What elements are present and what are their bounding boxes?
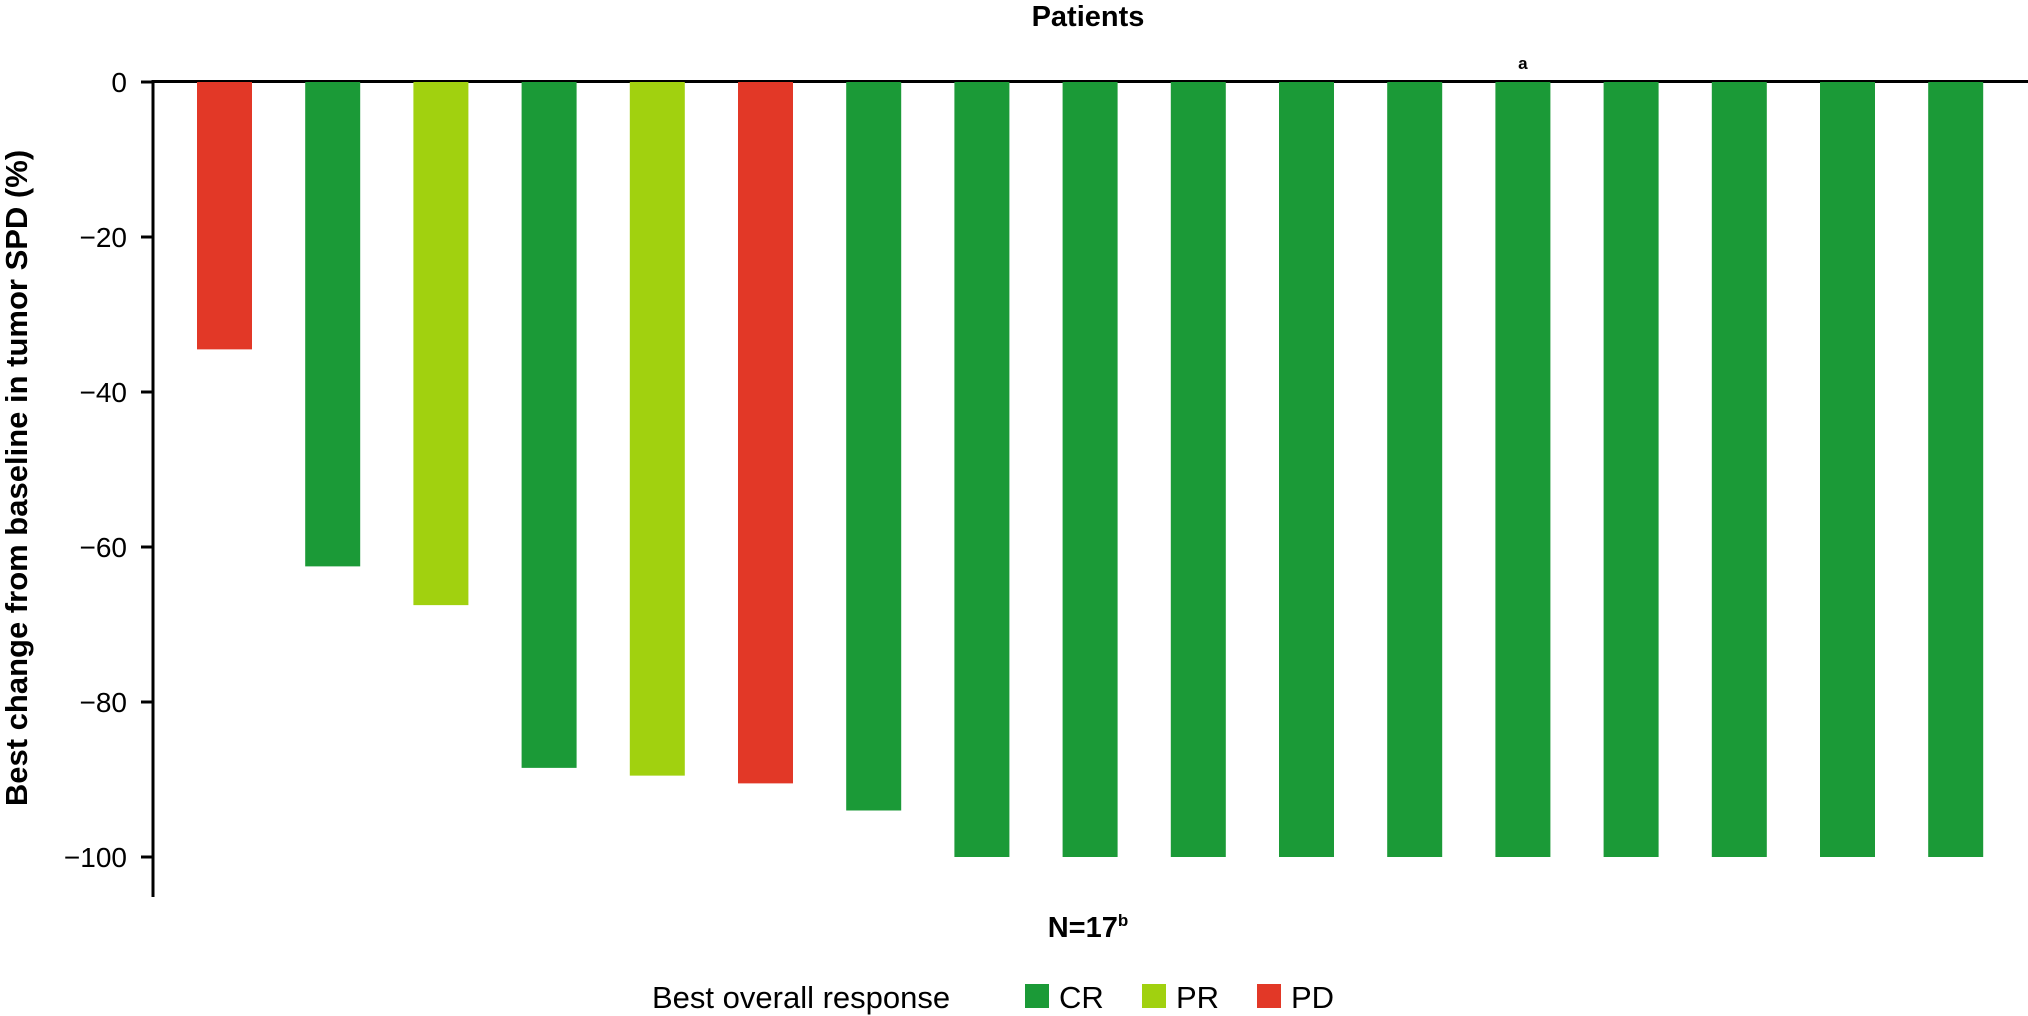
x-axis-title: N=17b: [1048, 911, 1129, 944]
bar-patient-1: [197, 82, 252, 350]
bar-patient-15: [1711, 82, 1767, 857]
bar-patient-3: [413, 82, 469, 606]
legend-label-pr: PR: [1176, 980, 1219, 1015]
y-axis-ticks: 0 −20 −40 −60 −80 −100: [64, 67, 153, 873]
y-tick-label: −40: [80, 377, 128, 408]
legend: Best overall response CR PR PD: [652, 980, 1334, 1015]
legend-swatch-pd: [1257, 984, 1281, 1008]
x-axis-title-superscript: b: [1118, 911, 1128, 930]
bar-patient-9: [1062, 82, 1118, 857]
y-tick-label: −100: [64, 842, 127, 873]
legend-item-pr: PR: [1142, 980, 1219, 1015]
bar-patient-11: [1279, 82, 1334, 857]
y-tick-label: −80: [80, 687, 128, 718]
bars-group: [197, 82, 1984, 857]
y-axis-title: Best change from baseline in tumor SPD (…: [0, 150, 34, 806]
bar-patient-10: [1170, 82, 1226, 857]
y-tick-label: −60: [80, 532, 128, 563]
bar-patient-17: [1928, 82, 1984, 857]
bar-annotation: a: [1518, 54, 1528, 73]
chart-title: Patients: [1032, 1, 1145, 33]
legend-swatch-pr: [1142, 984, 1166, 1008]
legend-items: CR PR PD: [1025, 980, 1334, 1015]
legend-label-cr: CR: [1059, 980, 1104, 1015]
legend-item-pd: PD: [1257, 980, 1334, 1015]
legend-swatch-cr: [1025, 984, 1049, 1008]
legend-label-pd: PD: [1291, 980, 1334, 1015]
bar-patient-12: [1387, 82, 1443, 857]
bar-patient-4: [521, 82, 577, 768]
bar-patient-14: [1603, 82, 1659, 857]
bar-patient-8: [954, 82, 1010, 857]
bar-patient-5: [629, 82, 685, 776]
bar-patient-6: [738, 82, 793, 784]
bar-patient-16: [1820, 82, 1875, 857]
x-axis-title-text: N=17: [1048, 912, 1118, 944]
bar-patient-7: [846, 82, 902, 811]
bar-annotations: a: [1518, 54, 1528, 73]
y-tick-label: −20: [80, 222, 128, 253]
legend-item-cr: CR: [1025, 980, 1104, 1015]
y-tick-label: 0: [111, 67, 127, 98]
bar-patient-13: [1495, 82, 1551, 857]
bar-patient-2: [305, 82, 361, 567]
legend-title: Best overall response: [652, 980, 950, 1015]
